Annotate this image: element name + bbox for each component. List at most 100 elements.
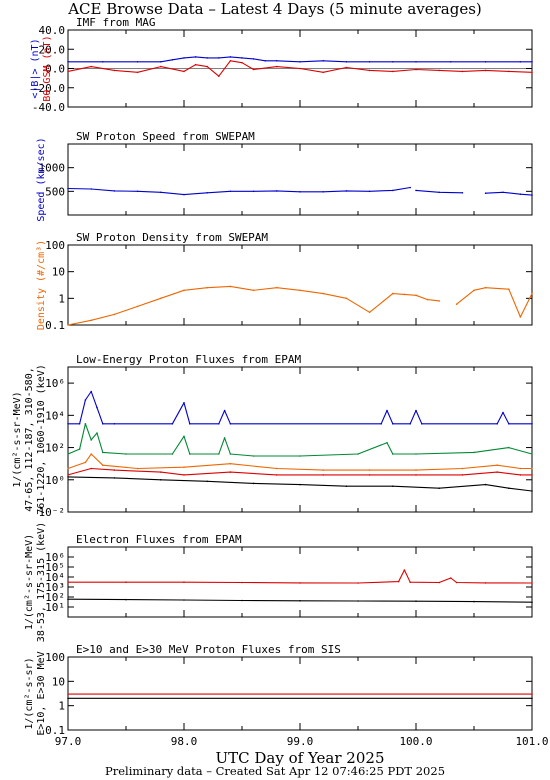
footer-note: Preliminary data – Created Sat Apr 12 07… (104, 764, 446, 778)
data-point (90, 439, 92, 441)
data-point (90, 453, 92, 455)
data-point (78, 448, 81, 450)
data-point (299, 67, 301, 70)
y-tick-label: 10³ (45, 581, 65, 594)
data-point (102, 464, 104, 467)
data-point (171, 453, 174, 455)
x-tick-label: 99.0 (287, 735, 314, 748)
data-point (136, 71, 139, 74)
data-point (502, 191, 504, 194)
data-point (531, 453, 533, 455)
data-point (531, 474, 533, 476)
data-point (455, 581, 458, 584)
data-point (531, 697, 533, 700)
data-point (194, 63, 197, 66)
data-point (531, 61, 533, 63)
data-point (403, 293, 406, 296)
data-point (386, 409, 388, 412)
data-series-green (67, 423, 533, 457)
y-tick-label: -20.0 (32, 82, 65, 95)
data-point (252, 455, 255, 457)
y-axis-label: Density (#/cm³) (36, 240, 47, 330)
data-point (113, 477, 116, 479)
data-point (102, 423, 104, 425)
data-point (461, 192, 464, 194)
data-point (438, 581, 441, 584)
data-point (473, 451, 475, 454)
x-tick-label: 100.0 (399, 735, 432, 748)
y-tick-label: 10⁶ (45, 551, 65, 564)
data-point (299, 582, 301, 584)
data-point (484, 483, 487, 486)
data-point (380, 423, 383, 425)
data-point (252, 58, 255, 60)
data-point (90, 467, 92, 470)
data-point (160, 61, 162, 63)
data-point (519, 61, 522, 63)
panel-title: SW Proton Speed from SWEPAM (76, 130, 255, 143)
data-point (218, 75, 220, 77)
data-point (357, 453, 359, 455)
data-series-red (68, 569, 533, 584)
data-point (96, 432, 98, 434)
data-point (438, 69, 441, 72)
data-point (345, 485, 348, 488)
data-point (229, 453, 232, 455)
data-point (392, 453, 394, 455)
y-tick-label: 40.0 (39, 24, 66, 37)
data-point (229, 423, 232, 425)
data-point (206, 480, 208, 483)
data-point (252, 190, 255, 193)
data-point (90, 65, 92, 68)
data-point (322, 292, 325, 295)
data-series-orange (456, 287, 533, 318)
data-point (386, 441, 388, 444)
data-point (206, 192, 208, 194)
data-point (206, 65, 208, 68)
data-point (194, 56, 197, 58)
data-point (345, 190, 348, 192)
data-point (345, 297, 348, 300)
data-point (368, 69, 371, 72)
plot-frame (67, 143, 533, 216)
data-point (113, 469, 116, 471)
plot-frame (67, 366, 533, 513)
data-point (409, 186, 412, 189)
data-point (473, 289, 475, 292)
data-point (415, 294, 417, 297)
data-point (223, 437, 226, 439)
data-point (125, 598, 127, 601)
data-series-blue (68, 390, 532, 425)
data-point (368, 474, 371, 476)
data-point (276, 65, 278, 68)
data-point (508, 446, 510, 449)
data-point (67, 474, 69, 476)
data-point (392, 485, 394, 488)
data-point (392, 70, 394, 73)
data-point (392, 189, 394, 192)
data-point (426, 298, 429, 301)
data-point (67, 598, 69, 600)
y-tick-label: -40.0 (32, 101, 65, 114)
data-point (160, 297, 162, 300)
chart-panel-4: 10⁶ 10⁴ 10² 10⁰ 10⁻² Low-Energy Proton Fluxes… (12, 353, 533, 519)
data-point (392, 423, 394, 425)
data-point (67, 693, 69, 695)
data-series-red (67, 60, 533, 77)
y-tick-label: 0.1 (45, 724, 65, 737)
chart-panel-6: 100 10 1 0.1 E>10 and E>30 MeV Proton Fluxes… (24, 643, 533, 737)
data-point (368, 311, 371, 314)
data-point (84, 423, 87, 425)
data-point (496, 471, 499, 473)
data-point (67, 453, 69, 455)
x-axis-label: UTC Day of Year 2025 (216, 749, 385, 767)
data-point (113, 423, 116, 425)
data-point (67, 70, 69, 73)
data-point (67, 697, 69, 700)
data-point (484, 582, 487, 584)
data-point (461, 474, 464, 476)
data-point (218, 423, 220, 425)
data-point (241, 599, 243, 602)
plot-frame (67, 656, 533, 731)
